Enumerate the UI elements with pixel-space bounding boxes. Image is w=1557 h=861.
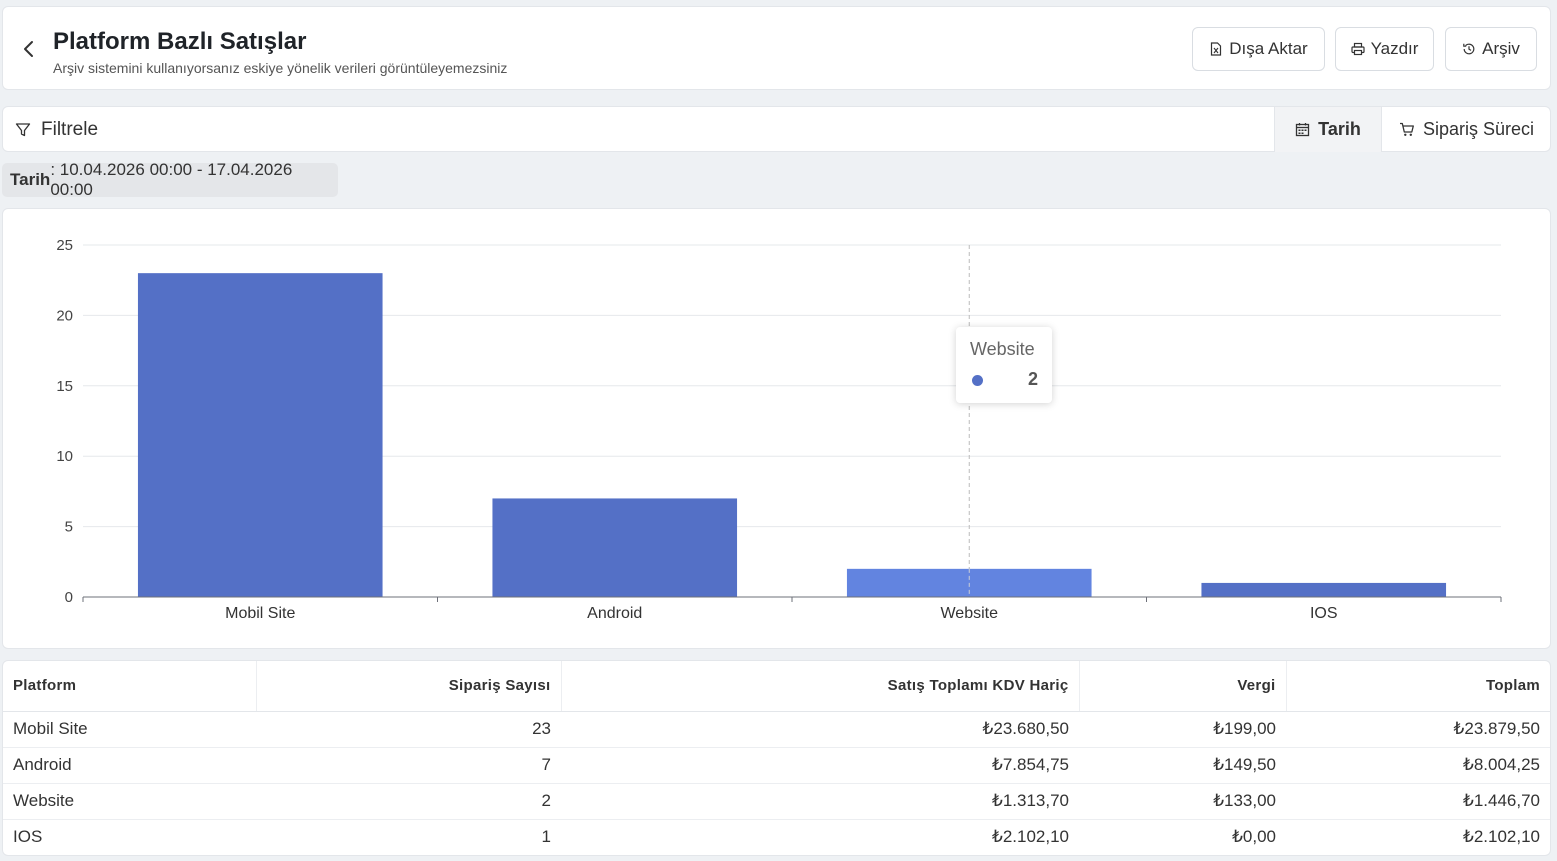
cell-order-count: 7 xyxy=(256,747,561,784)
tab-order-process[interactable]: Sipariş Süreci xyxy=(1381,107,1551,152)
export-button[interactable]: Dışa Aktar xyxy=(1192,27,1325,71)
bar-chart[interactable]: 0 5 10 15 20 25 Mobil Site Android Website IOS xyxy=(3,209,1552,650)
cell-tax: ₺199,00 xyxy=(1079,711,1286,748)
cell-platform: IOS xyxy=(3,819,256,855)
cell-order-count: 2 xyxy=(256,783,561,820)
page-header: Platform Bazlı Satışlar Arşiv sistemini … xyxy=(2,6,1551,90)
filter-label: Filtrele xyxy=(41,119,99,140)
cell-tax: ₺149,50 xyxy=(1079,747,1286,784)
page-subtitle: Arşiv sistemini kullanıyorsanız eskiye y… xyxy=(53,60,508,76)
x-tick-label: Android xyxy=(587,605,642,622)
cell-sales-total: ₺1.313,70 xyxy=(561,783,1079,820)
filter-toggle[interactable]: Filtrele xyxy=(15,107,98,153)
filter-icon xyxy=(15,123,31,137)
bar[interactable] xyxy=(137,273,383,597)
cell-sales-total: ₺23.680,50 xyxy=(561,711,1079,748)
history-icon xyxy=(1463,43,1475,55)
active-filter-key: Tarih xyxy=(10,170,51,189)
chevron-left-icon[interactable] xyxy=(19,39,39,59)
cell-total: ₺1.446,70 xyxy=(1286,783,1550,820)
cell-sales-total: ₺2.102,10 xyxy=(561,819,1079,855)
archive-button-label: Arşiv xyxy=(1482,39,1520,58)
tooltip-title: Website xyxy=(970,339,1035,359)
cell-tax: ₺133,00 xyxy=(1079,783,1286,820)
active-filter-value: : 10.04.2026 00:00 - 17.04.2026 00:00 xyxy=(50,160,293,199)
sales-table-card: Platform Sipariş Sayısı Satış Toplamı KD… xyxy=(2,660,1551,856)
col-order-count[interactable]: Sipariş Sayısı xyxy=(256,661,562,712)
chart-tooltip: Website 2 xyxy=(956,327,1052,403)
filter-bar: Filtrele Tarih Sipariş Süreci xyxy=(2,106,1551,152)
tooltip-value: 2 xyxy=(1027,369,1038,389)
print-button[interactable]: Yazdır xyxy=(1335,27,1434,71)
col-tax[interactable]: Vergi xyxy=(1079,661,1287,712)
cell-total: ₺8.004,25 xyxy=(1286,747,1550,784)
y-tick-label: 5 xyxy=(65,519,73,536)
cell-platform: Website xyxy=(3,783,256,820)
cell-order-count: 1 xyxy=(256,819,561,855)
bar[interactable] xyxy=(1201,582,1447,597)
table-row: Website 2 ₺1.313,70 ₺133,00 ₺1.446,70 xyxy=(3,783,1550,820)
col-total[interactable]: Toplam xyxy=(1286,661,1550,712)
cell-tax: ₺0,00 xyxy=(1079,819,1286,855)
x-tick-label: IOS xyxy=(1310,605,1338,622)
chart-card: 0 5 10 15 20 25 Mobil Site Android Website IOS We… xyxy=(2,208,1551,649)
cart-icon xyxy=(1399,122,1414,136)
cell-platform: Mobil Site xyxy=(3,711,256,748)
table-row: Mobil Site 23 ₺23.680,50 ₺199,00 ₺23.879… xyxy=(3,711,1550,748)
cell-order-count: 23 xyxy=(256,711,561,748)
col-sales-total[interactable]: Satış Toplamı KDV Hariç xyxy=(561,661,1080,712)
tab-date[interactable]: Tarih xyxy=(1274,107,1381,152)
y-tick-label: 15 xyxy=(56,378,73,395)
calendar-icon xyxy=(1296,123,1310,137)
y-tick-label: 0 xyxy=(65,589,73,606)
y-tick-label: 20 xyxy=(56,307,73,324)
cell-sales-total: ₺7.854,75 xyxy=(561,747,1079,784)
table-row: IOS 1 ₺2.102,10 ₺0,00 ₺2.102,10 xyxy=(3,819,1550,855)
active-filter-chip[interactable]: Tarih: 10.04.2026 00:00 - 17.04.2026 00:… xyxy=(2,160,338,199)
table-header-row: Platform Sipariş Sayısı Satış Toplamı KD… xyxy=(3,661,1550,712)
table-row: Android 7 ₺7.854,75 ₺149,50 ₺8.004,25 xyxy=(3,747,1550,784)
x-tick-label: Mobil Site xyxy=(225,605,295,622)
cell-platform: Android xyxy=(3,747,256,784)
y-tick-label: 10 xyxy=(56,448,73,465)
col-platform[interactable]: Platform xyxy=(3,661,257,712)
printer-icon xyxy=(1350,42,1365,56)
tab-date-label: Tarih xyxy=(1318,119,1361,139)
tooltip-series-dot xyxy=(972,375,983,386)
export-button-label: Dışa Aktar xyxy=(1229,39,1308,58)
cell-total: ₺23.879,50 xyxy=(1286,711,1550,748)
bar[interactable] xyxy=(492,498,738,597)
tab-order-process-label: Sipariş Süreci xyxy=(1422,119,1535,139)
x-tick-label: Website xyxy=(940,605,998,622)
archive-button[interactable]: Arşiv xyxy=(1445,27,1537,71)
sales-table: Platform Sipariş Sayısı Satış Toplamı KD… xyxy=(3,661,1550,855)
cell-total: ₺2.102,10 xyxy=(1286,819,1550,855)
file-excel-icon xyxy=(1211,42,1222,56)
page-title: Platform Bazlı Satışlar xyxy=(53,28,307,55)
print-button-label: Yazdır xyxy=(1370,39,1419,58)
y-tick-label: 25 xyxy=(56,237,73,254)
